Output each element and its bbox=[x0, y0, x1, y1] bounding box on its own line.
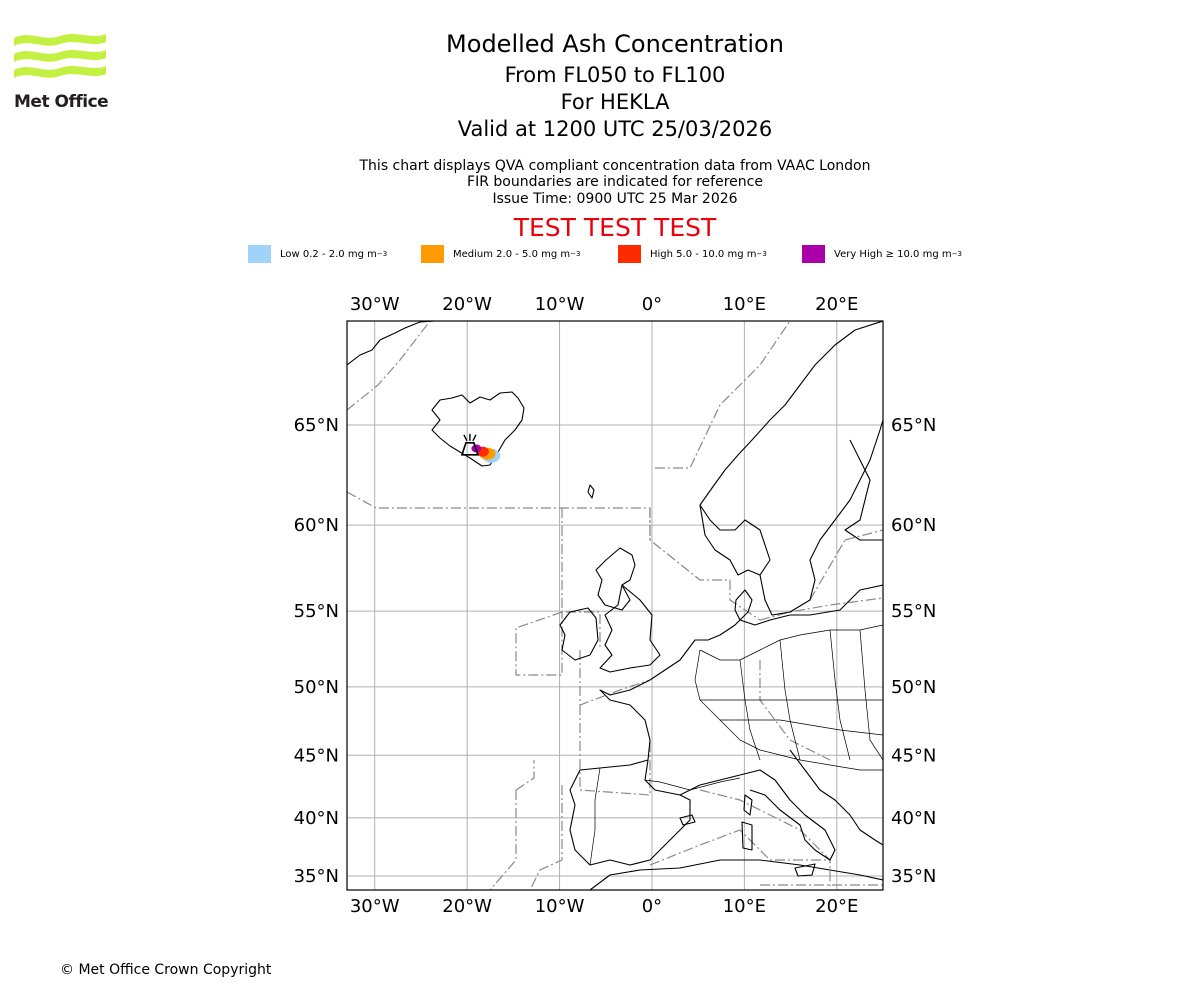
continent-north-coast bbox=[649, 584, 883, 681]
legend-swatch-low bbox=[248, 245, 271, 263]
legend-item-medium: Medium 2.0 - 5.0 mg m −3 bbox=[421, 244, 580, 264]
denmark-coast bbox=[734, 589, 753, 621]
map-background bbox=[347, 321, 883, 890]
italy-coast bbox=[739, 769, 836, 861]
lat-tick-label-left: 35°N bbox=[294, 866, 339, 887]
ireland-coast bbox=[559, 607, 599, 661]
balearics bbox=[679, 814, 696, 826]
legend-item-low: Low 0.2 - 2.0 mg m −3 bbox=[248, 244, 387, 264]
met-office-logo-text: Met Office bbox=[14, 92, 109, 112]
copyright: © Met Office Crown Copyright bbox=[60, 962, 272, 978]
lat-tick-label-right: 55°N bbox=[891, 601, 936, 622]
sicily bbox=[794, 863, 816, 877]
sweden-coast bbox=[759, 419, 883, 616]
flight-level-range: From FL050 to FL100 bbox=[504, 63, 726, 87]
legend-label-very-high: Very High ≥ 10.0 mg m bbox=[834, 248, 952, 260]
met-office-logo bbox=[14, 34, 106, 78]
test-banner: TEST TEST TEST bbox=[513, 213, 717, 242]
lon-tick-label-bottom: 0° bbox=[642, 896, 662, 917]
chart-description: This chart displays QVA compliant concen… bbox=[359, 158, 871, 174]
england-coast bbox=[599, 584, 661, 673]
sardinia bbox=[741, 821, 753, 851]
volcano-marker bbox=[460, 433, 480, 456]
lon-tick-label-top: 20°E bbox=[815, 294, 858, 315]
lat-tick-label-right: 65°N bbox=[891, 415, 936, 436]
coastlines bbox=[347, 321, 883, 890]
france-coast bbox=[599, 679, 741, 796]
greenland-coast bbox=[347, 321, 436, 366]
iberia-coast bbox=[569, 759, 691, 866]
lat-tick-label-left: 45°N bbox=[294, 745, 339, 766]
chart-title: Modelled Ash Concentration bbox=[446, 30, 784, 58]
legend-swatch-medium bbox=[421, 245, 444, 263]
valid-time: Valid at 1200 UTC 25/03/2026 bbox=[457, 117, 773, 141]
norway-coast bbox=[699, 321, 883, 506]
legend-label-medium: Medium 2.0 - 5.0 mg m bbox=[453, 248, 571, 260]
scotland-coast bbox=[595, 547, 636, 611]
lat-tick-label-left: 60°N bbox=[294, 515, 339, 536]
lat-tick-label-left: 50°N bbox=[294, 677, 339, 698]
lon-tick-label-bottom: 10°W bbox=[535, 896, 585, 917]
map-frame bbox=[346, 320, 884, 891]
faroe-islands bbox=[587, 484, 595, 499]
lat-tick-label-left: 65°N bbox=[294, 415, 339, 436]
lon-tick-label-bottom: 20°W bbox=[442, 896, 492, 917]
lon-tick-label-bottom: 10°E bbox=[723, 896, 766, 917]
lon-tick-label-top: 30°W bbox=[350, 294, 400, 315]
lon-tick-label-top: 0° bbox=[642, 294, 662, 315]
country-borders bbox=[589, 624, 883, 866]
lon-tick-label-bottom: 30°W bbox=[350, 896, 400, 917]
finland-coast bbox=[844, 439, 883, 541]
corsica bbox=[743, 794, 753, 816]
legend-label-high: High 5.0 - 10.0 mg m bbox=[650, 248, 757, 260]
lat-tick-label-left: 55°N bbox=[294, 601, 339, 622]
volcano-name: For HEKLA bbox=[560, 90, 670, 114]
north-africa-coast bbox=[589, 859, 883, 890]
ash-plume bbox=[471, 444, 501, 463]
issue-time: Issue Time: 0900 UTC 25 Mar 2026 bbox=[492, 191, 738, 207]
eruption-icon bbox=[463, 433, 477, 442]
fir-boundaries bbox=[347, 321, 883, 890]
lon-tick-label-top: 10°W bbox=[535, 294, 585, 315]
lat-tick-label-right: 45°N bbox=[891, 745, 936, 766]
balkans-coast bbox=[789, 749, 883, 846]
lon-tick-label-top: 10°E bbox=[723, 294, 766, 315]
norway-south bbox=[699, 504, 771, 576]
legend-item-high: High 5.0 - 10.0 mg m −3 bbox=[618, 244, 767, 264]
axis-tick-labels: 30°W 30°W 20°W 20°W 10°W 10°W 0° 0° 10°E 10°E 20°E… bbox=[294, 294, 937, 917]
lat-tick-label-right: 35°N bbox=[891, 866, 936, 887]
lat-tick-label-right: 60°N bbox=[891, 515, 936, 536]
legend-swatch-very-high bbox=[802, 245, 825, 263]
lat-tick-label-right: 50°N bbox=[891, 677, 936, 698]
fir-note: FIR boundaries are indicated for referen… bbox=[467, 174, 763, 190]
lat-tick-label-left: 40°N bbox=[294, 808, 339, 829]
lat-tick-label-right: 40°N bbox=[891, 808, 936, 829]
volcano-icon bbox=[460, 442, 480, 456]
legend-item-very-high: Very High ≥ 10.0 mg m −3 bbox=[802, 244, 962, 264]
lon-tick-label-top: 20°W bbox=[442, 294, 492, 315]
lon-tick-label-bottom: 20°E bbox=[815, 896, 858, 917]
legend-label-low: Low 0.2 - 2.0 mg m bbox=[280, 248, 377, 260]
legend-swatch-high bbox=[618, 245, 641, 263]
iceland-coast bbox=[431, 391, 525, 467]
